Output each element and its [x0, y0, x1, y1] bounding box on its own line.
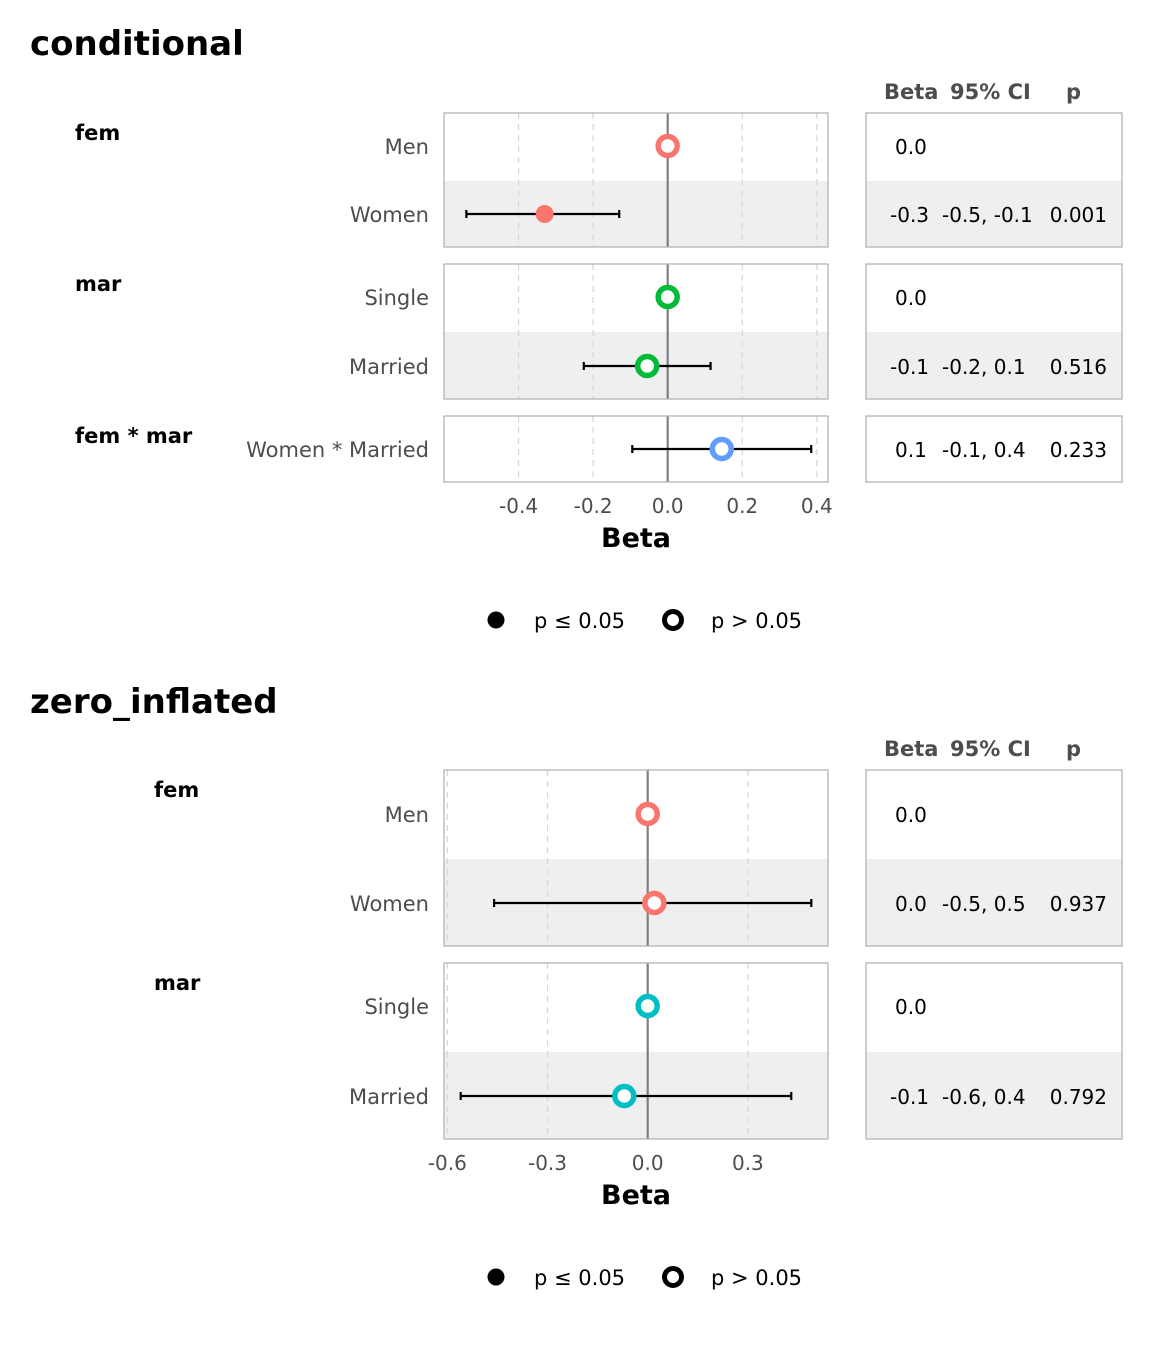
x-axis-label: Beta — [601, 1180, 671, 1211]
table-row-band — [866, 181, 1122, 247]
table-p: 0.792 — [1050, 1085, 1107, 1109]
table-p: 0.937 — [1050, 892, 1107, 916]
table-ci: -0.6, 0.4 — [942, 1085, 1026, 1109]
x-tick-label: -0.4 — [499, 494, 538, 518]
table-panel-border — [865, 415, 1123, 483]
table-header-0: Beta — [884, 80, 938, 104]
table-beta: 0.0 — [895, 803, 927, 827]
row-label: Married — [349, 1085, 429, 1109]
x-tick-label: 0.0 — [632, 1151, 664, 1175]
group-label: fem — [154, 778, 199, 802]
table-ci: -0.5, -0.1 — [942, 203, 1033, 227]
legend-label-nonsignificant: p > 0.05 — [711, 609, 802, 633]
group-label: fem * mar — [75, 424, 193, 448]
x-axis-label: Beta — [601, 523, 671, 554]
group-label: mar — [75, 272, 122, 296]
estimate-point-nonsignificant — [635, 801, 660, 827]
table-p: 0.001 — [1050, 203, 1107, 227]
plot-panel-border — [443, 415, 829, 483]
legend-label-significant: p ≤ 0.05 — [534, 609, 625, 633]
x-tick-label: 0.2 — [726, 494, 758, 518]
legend-label-nonsignificant: p > 0.05 — [711, 1266, 802, 1290]
estimate-point-nonsignificant — [642, 890, 667, 916]
plot-panel-border — [443, 769, 829, 947]
legend-key-nonsignificant — [662, 1266, 684, 1288]
table-row-band — [866, 332, 1122, 399]
row-label: Women — [350, 892, 429, 916]
estimate-point-nonsignificant — [635, 993, 660, 1019]
row-label: Men — [385, 803, 429, 827]
row-label: Single — [364, 995, 429, 1019]
table-beta: 0.0 — [895, 135, 927, 159]
estimate-point-nonsignificant — [655, 133, 680, 159]
table-header-1: 95% CI — [950, 80, 1031, 104]
table-p: 0.516 — [1050, 355, 1107, 379]
table-beta: 0.1 — [895, 438, 927, 462]
table-beta: 0.0 — [895, 995, 927, 1019]
legend-key-significant — [487, 611, 505, 629]
table-panel-border — [865, 112, 1123, 248]
table-beta: 0.0 — [895, 892, 927, 916]
table-header-1: 95% CI — [950, 737, 1031, 761]
table-panel-border — [865, 962, 1123, 1140]
x-tick-label: 0.0 — [652, 494, 684, 518]
table-panel-border — [865, 263, 1123, 400]
table-header-2: p — [1066, 737, 1081, 761]
row-label: Women — [350, 203, 429, 227]
plot-panel-border — [443, 263, 829, 400]
table-row-band — [866, 859, 1122, 946]
legend-key-significant — [487, 1268, 505, 1286]
group-label: mar — [154, 971, 201, 995]
x-tick-label: 0.4 — [801, 494, 833, 518]
legend-label-significant: p ≤ 0.05 — [534, 1266, 625, 1290]
table-p: 0.233 — [1050, 438, 1107, 462]
chart-title: zero_inflated — [30, 682, 278, 722]
row-label: Women * Married — [246, 438, 429, 462]
table-header-0: Beta — [884, 737, 938, 761]
estimate-point-nonsignificant — [655, 284, 680, 310]
table-panel-border — [865, 769, 1123, 947]
row-label: Married — [349, 355, 429, 379]
table-ci: -0.1, 0.4 — [942, 438, 1026, 462]
x-tick-label: -0.2 — [574, 494, 613, 518]
estimate-point-significant — [535, 205, 554, 223]
estimate-point-nonsignificant — [709, 436, 734, 462]
plot-panel-border — [443, 962, 829, 1140]
table-header-2: p — [1066, 80, 1081, 104]
table-beta: -0.1 — [890, 355, 929, 379]
x-tick-label: 0.3 — [732, 1151, 764, 1175]
estimate-point-nonsignificant — [612, 1083, 637, 1109]
row-label: Men — [385, 135, 429, 159]
row-label: Single — [364, 286, 429, 310]
group-label: fem — [75, 121, 120, 145]
table-beta: -0.3 — [890, 203, 929, 227]
table-beta: 0.0 — [895, 286, 927, 310]
table-row-band — [866, 1052, 1122, 1139]
plot-panel-border — [443, 112, 829, 248]
legend-key-nonsignificant — [662, 609, 684, 631]
x-tick-label: -0.3 — [528, 1151, 567, 1175]
table-ci: -0.2, 0.1 — [942, 355, 1026, 379]
table-ci: -0.5, 0.5 — [942, 892, 1026, 916]
estimate-point-nonsignificant — [634, 353, 660, 379]
table-beta: -0.1 — [890, 1085, 929, 1109]
x-tick-label: -0.6 — [428, 1151, 467, 1175]
chart-title: conditional — [30, 24, 244, 64]
